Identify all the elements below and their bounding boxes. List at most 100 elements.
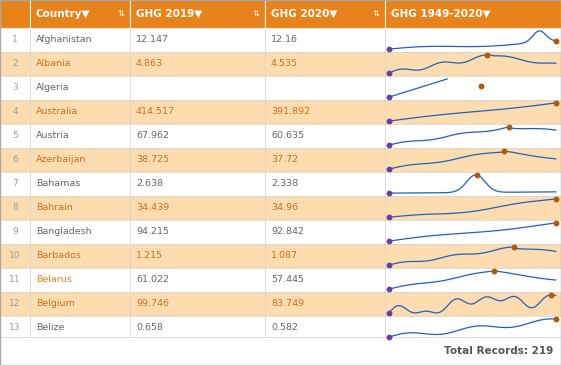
Text: 12.16: 12.16 [271,35,298,45]
Bar [385,244,561,268]
Bar [265,52,385,76]
Text: 61.022: 61.022 [136,276,169,284]
Bar [130,76,265,100]
Text: 34.96: 34.96 [271,204,298,212]
Bar [0,100,30,124]
Text: 38.725: 38.725 [136,155,169,165]
Text: Belize: Belize [36,323,65,333]
Text: 9: 9 [12,227,18,237]
Bar [130,268,265,292]
Bar [385,292,561,316]
Bar [265,268,385,292]
Bar [130,52,265,76]
Text: 3: 3 [12,84,18,92]
Text: 94.215: 94.215 [136,227,169,237]
Text: 5: 5 [12,131,18,141]
Bar [385,196,561,220]
Text: 8: 8 [12,204,18,212]
Bar [0,52,30,76]
Bar [265,124,385,148]
Bar [30,172,130,196]
Bar [130,316,265,340]
Text: 414.517: 414.517 [136,108,175,116]
Text: 1.087: 1.087 [271,251,298,261]
Text: Australia: Australia [36,108,78,116]
Text: Bahamas: Bahamas [36,180,80,188]
Bar [0,172,30,196]
Bar [30,28,130,52]
Bar [385,316,561,340]
Bar [130,148,265,172]
Bar [30,196,130,220]
Bar [130,220,265,244]
Bar [385,220,561,244]
Bar [0,220,30,244]
Bar [30,76,130,100]
Text: 13: 13 [9,323,21,333]
Text: 12: 12 [10,300,21,308]
Text: Belgium: Belgium [36,300,75,308]
Text: Bahrain: Bahrain [36,204,73,212]
Bar [30,316,130,340]
Text: 2: 2 [12,59,18,69]
Bar [0,244,30,268]
Text: 57.445: 57.445 [271,276,304,284]
Text: 34.439: 34.439 [136,204,169,212]
Text: 4.535: 4.535 [271,59,298,69]
Bar [265,172,385,196]
Text: 92.842: 92.842 [271,227,304,237]
Bar [0,124,30,148]
Bar [130,124,265,148]
Bar [265,76,385,100]
Bar [385,52,561,76]
Bar [0,196,30,220]
Bar [130,196,265,220]
Bar [130,244,265,268]
Bar [265,0,385,28]
Text: GHG 2019▼: GHG 2019▼ [136,9,203,19]
Text: ⇅: ⇅ [118,9,125,19]
Bar [30,52,130,76]
Bar [265,100,385,124]
Text: Austria: Austria [36,131,70,141]
Bar [30,268,130,292]
Text: GHG 2020▼: GHG 2020▼ [271,9,337,19]
Text: Albania: Albania [36,59,71,69]
Bar [130,28,265,52]
Text: 4: 4 [12,108,18,116]
Text: GHG 1949-2020▼: GHG 1949-2020▼ [391,9,490,19]
Text: Total Records: 219: Total Records: 219 [444,346,553,356]
Bar [30,0,130,28]
Bar [385,124,561,148]
Text: 1.215: 1.215 [136,251,163,261]
Text: 4.863: 4.863 [136,59,163,69]
Text: 83.749: 83.749 [271,300,304,308]
Bar [385,268,561,292]
Bar [30,292,130,316]
Text: Country▼: Country▼ [36,9,90,19]
Text: 60.635: 60.635 [271,131,304,141]
Bar [130,0,265,28]
Text: 37.72: 37.72 [271,155,298,165]
Bar [30,100,130,124]
Text: 99.746: 99.746 [136,300,169,308]
Bar [130,292,265,316]
Bar [30,244,130,268]
Text: 2.338: 2.338 [271,180,298,188]
Text: ⇅: ⇅ [373,9,380,19]
Bar [0,0,30,28]
Bar [265,28,385,52]
Text: Belarus: Belarus [36,276,72,284]
Bar [385,100,561,124]
Text: 10: 10 [9,251,21,261]
Text: 7: 7 [12,180,18,188]
Bar [0,292,30,316]
Text: 1: 1 [12,35,18,45]
Bar [0,268,30,292]
Text: 0.582: 0.582 [271,323,298,333]
Bar [30,124,130,148]
Bar [0,316,30,340]
Text: Bangladesh: Bangladesh [36,227,91,237]
Bar [265,244,385,268]
Text: 67.962: 67.962 [136,131,169,141]
